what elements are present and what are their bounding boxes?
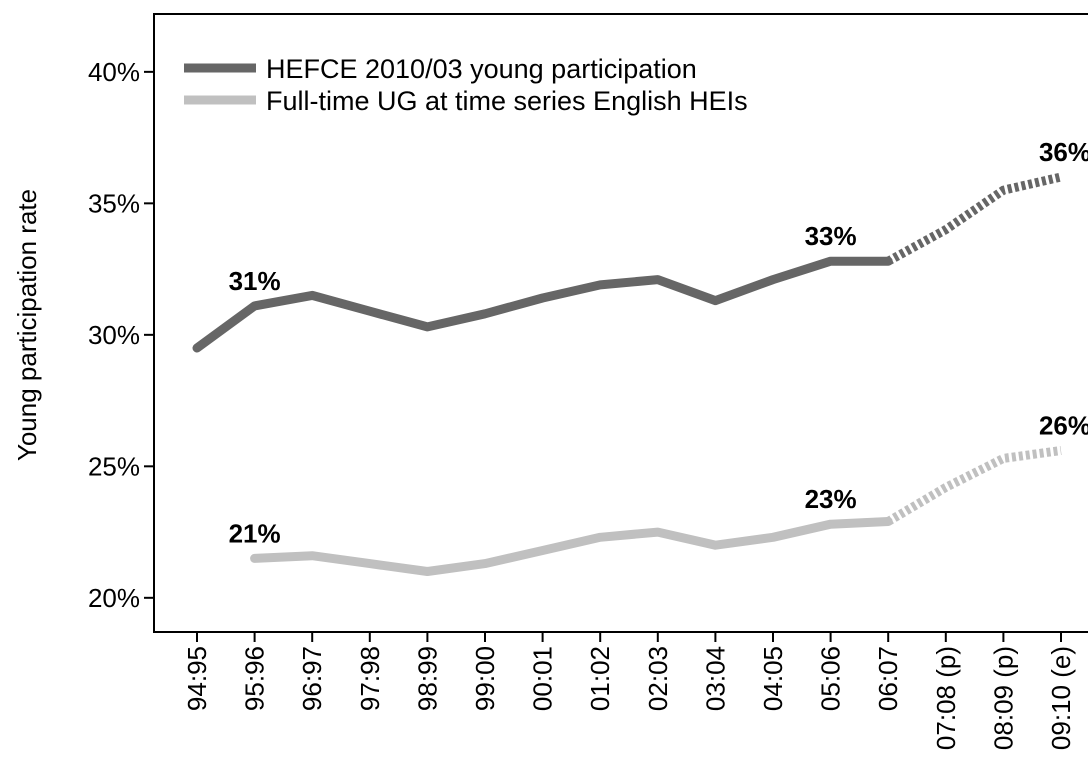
x-tick-label: 98:99: [412, 646, 442, 711]
x-tick-label: 04:05: [758, 646, 788, 711]
y-tick-label: 25%: [88, 451, 140, 481]
x-tick-label: 00:01: [528, 646, 558, 711]
series-layer: [192, 172, 1063, 576]
legend-label-1: HEFCE 2010/03 young participation: [266, 54, 697, 84]
series-line-solid-2: [250, 517, 893, 576]
x-tick-label: 07:08 (p): [931, 646, 961, 750]
y-tick-label: 35%: [88, 188, 140, 218]
y-axis-title: Young participation rate: [12, 189, 42, 461]
x-tick-label: 96:97: [297, 646, 327, 711]
data-label: 21%: [229, 518, 281, 548]
data-label: 23%: [805, 484, 857, 514]
data-label: 31%: [229, 266, 281, 296]
legend-label-2: Full-time UG at time series English HEIs: [266, 86, 748, 116]
data-label: 26%: [1039, 411, 1088, 441]
x-tick-label: 08:09 (p): [988, 646, 1018, 750]
x-tick-label: 02:03: [643, 646, 673, 711]
x-tick-label: 94:95: [182, 646, 212, 711]
x-tick-label: 06:07: [873, 646, 903, 711]
x-tick-label: 03:04: [700, 646, 730, 711]
x-tick-label: 05:06: [816, 646, 846, 711]
data-label: 33%: [805, 221, 857, 251]
y-axis: 20% 25% 30% 35% 40%: [88, 57, 154, 613]
x-tick-label: 01:02: [585, 646, 615, 711]
x-axis: 94:95 95:96 96:97 97:98 98:99 99:00 00:01 01:02…: [182, 632, 1076, 750]
y-tick-label: 20%: [88, 583, 140, 613]
series-line-projected-1: [886, 172, 1063, 266]
plot-border: [153, 13, 1088, 633]
plot-frame: [153, 13, 1088, 633]
series-line-solid-1: [192, 256, 893, 353]
data-label: 36%: [1039, 137, 1088, 167]
data-labels: 31% 33% 36% 21% 23% 26%: [229, 137, 1088, 548]
y-tick-label: 30%: [88, 320, 140, 350]
x-tick-label: 99:00: [470, 646, 500, 711]
x-tick-label: 09:10 (e): [1046, 646, 1076, 750]
x-tick-label: 97:98: [355, 646, 385, 711]
y-tick-label: 40%: [88, 57, 140, 87]
legend: HEFCE 2010/03 young participationFull-ti…: [184, 54, 748, 116]
x-tick-label: 95:96: [240, 646, 270, 711]
series-line-projected-2: [885, 446, 1062, 526]
